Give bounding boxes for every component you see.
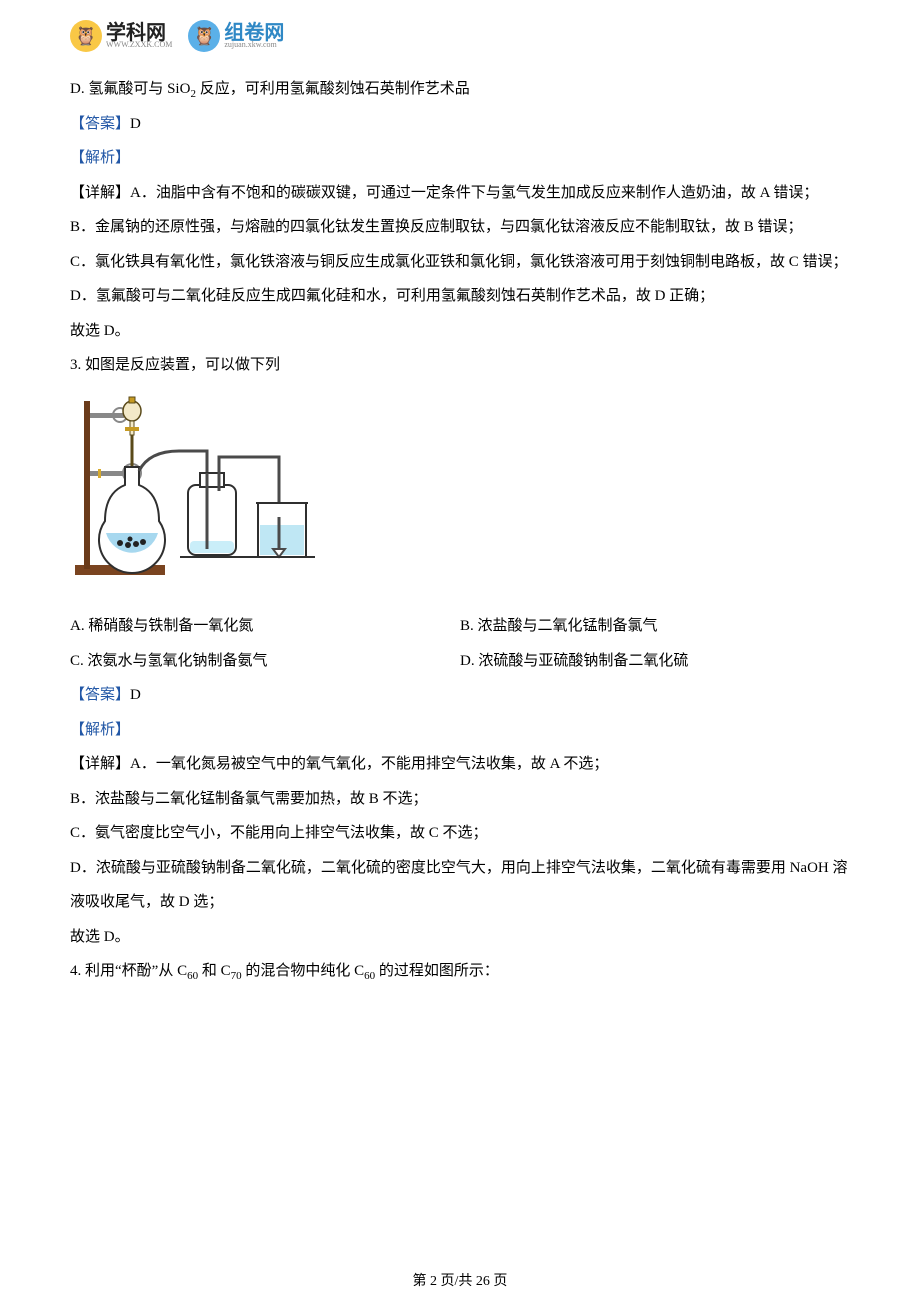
text: 的混合物中纯化 C: [242, 963, 365, 979]
answer-label: 【答案】: [70, 687, 130, 703]
q2-option-d: D. 氢氟酸可与 SiO2 反应，可利用氢氟酸刻蚀石英制作艺术品: [70, 72, 850, 107]
page-number: 第 2 页/共 26 页: [0, 1270, 920, 1290]
text: 和 C: [198, 963, 231, 979]
q3-options-row1: A. 稀硝酸与铁制备一氧化氮 B. 浓盐酸与二氧化锰制备氯气: [70, 609, 850, 644]
logo1-sub: WWW.ZXXK.COM: [106, 41, 172, 49]
answer-value: D: [130, 687, 141, 703]
subscript: 60: [187, 970, 198, 982]
logo-xueke: 🦉 学科网 WWW.ZXXK.COM: [70, 20, 172, 52]
apparatus-diagram: [70, 393, 850, 592]
logo2-sub: zujuan.xkw.com: [224, 41, 284, 49]
answer-label: 【答案】: [70, 116, 130, 132]
q3-stem: 3. 如图是反应装置，可以做下列: [70, 348, 850, 383]
text: D. 氢氟酸可与 SiO: [70, 81, 190, 97]
q2-answer: 【答案】D: [70, 107, 850, 142]
text: 4. 利用“杯酚”从 C: [70, 963, 187, 979]
q2-conclusion: 故选 D。: [70, 314, 850, 349]
subscript: 60: [364, 970, 375, 982]
q2-detail-c: C．氯化铁具有氧化性，氯化铁溶液与铜反应生成氯化亚铁和氯化铜，氯化铁溶液可用于刻…: [70, 245, 850, 280]
q2-detail-d: D．氢氟酸可与二氧化硅反应生成四氟化硅和水，可利用氢氟酸刻蚀石英制作艺术品，故 …: [70, 279, 850, 314]
q2-analysis-label: 【解析】: [70, 141, 850, 176]
text: 的过程如图所示：: [375, 963, 499, 979]
q3-options-row2: C. 浓氨水与氢氧化钠制备氨气 D. 浓硫酸与亚硫酸钠制备二氧化硫: [70, 644, 850, 679]
logo-zujuan: 🦉 组卷网 zujuan.xkw.com: [188, 20, 284, 52]
q3-option-d: D. 浓硫酸与亚硫酸钠制备二氧化硫: [460, 644, 850, 679]
owl-icon: 🦉: [70, 20, 102, 52]
q3-option-c: C. 浓氨水与氢氧化钠制备氨气: [70, 644, 460, 679]
q3-detail-d: D．浓硫酸与亚硫酸钠制备二氧化硫，二氧化硫的密度比空气大，用向上排空气法收集，二…: [70, 851, 850, 920]
subscript: 70: [231, 970, 242, 982]
q3-option-b: B. 浓盐酸与二氧化锰制备氯气: [460, 609, 850, 644]
answer-value: D: [130, 116, 141, 132]
content: D. 氢氟酸可与 SiO2 反应，可利用氢氟酸刻蚀石英制作艺术品 【答案】D 【…: [70, 72, 850, 989]
q2-detail-a: 【详解】A．油脂中含有不饱和的碳碳双键，可通过一定条件下与氢气发生加成反应来制作…: [70, 176, 850, 211]
q2-detail-b: B．金属钠的还原性强，与熔融的四氯化钛发生置换反应制取钛，与四氯化钛溶液反应不能…: [70, 210, 850, 245]
q3-detail-c: C．氨气密度比空气小，不能用向上排空气法收集，故 C 不选；: [70, 816, 850, 851]
apparatus-svg: [70, 393, 330, 578]
q3-detail-a: 【详解】A．一氧化氮易被空气中的氧气氧化，不能用排空气法收集，故 A 不选；: [70, 747, 850, 782]
text: 反应，可利用氢氟酸刻蚀石英制作艺术品: [196, 81, 470, 97]
q3-detail-b: B．浓盐酸与二氧化锰制备氯气需要加热，故 B 不选；: [70, 782, 850, 817]
header-logos: 🦉 学科网 WWW.ZXXK.COM 🦉 组卷网 zujuan.xkw.com: [70, 20, 850, 52]
q3-analysis-label: 【解析】: [70, 713, 850, 748]
owl-icon: 🦉: [188, 20, 220, 52]
q3-option-a: A. 稀硝酸与铁制备一氧化氮: [70, 609, 460, 644]
q3-conclusion: 故选 D。: [70, 920, 850, 955]
q4-stem: 4. 利用“杯酚”从 C60 和 C70 的混合物中纯化 C60 的过程如图所示…: [70, 954, 850, 989]
q3-answer: 【答案】D: [70, 678, 850, 713]
